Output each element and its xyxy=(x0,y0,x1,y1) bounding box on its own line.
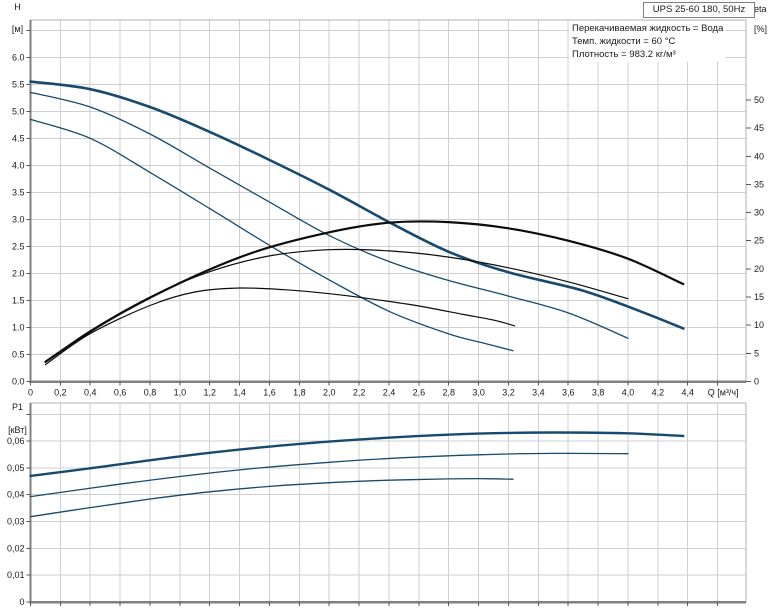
y-left-tick-label: 0,02 xyxy=(7,543,25,553)
y-left-tick-label: 1.0 xyxy=(12,322,25,332)
y-right-tick-label: 25 xyxy=(754,236,764,246)
y-left-tick-label: 5.5 xyxy=(12,79,25,89)
x-tick-label: 2,4 xyxy=(383,388,396,398)
x-tick-label: 1,2 xyxy=(203,388,216,398)
x-tick-label: 3,4 xyxy=(532,388,545,398)
y-left-tick-label: 4.5 xyxy=(12,133,25,143)
y-left-tick-label: 5.0 xyxy=(12,106,25,116)
y-left-tick-label: 0,06 xyxy=(7,436,25,446)
y-right-tick-label: 40 xyxy=(754,151,764,161)
y-right-tick-label: 0 xyxy=(754,377,759,387)
x-tick-label: 4,0 xyxy=(622,388,635,398)
y-right-axis-unit: [%] xyxy=(754,24,767,34)
y-left-axis-unit: [м] xyxy=(12,24,23,34)
curve-p1-curve-speed-2[interactable] xyxy=(29,452,629,498)
x-tick-label: 3,0 xyxy=(472,388,485,398)
y-left-tick-label: 0,01 xyxy=(7,570,25,580)
x-tick-label: 3,8 xyxy=(592,388,605,398)
y-left-tick-label: 0,03 xyxy=(7,517,25,527)
y-right-tick-label: 45 xyxy=(754,123,764,133)
x-tick-label: 0,6 xyxy=(114,388,127,398)
pump-model-title: UPS 25-60 180, 50Hz xyxy=(643,2,755,18)
y-left-tick-label: 0.5 xyxy=(12,349,25,359)
x-tick-label: 4,2 xyxy=(652,388,665,398)
x-tick-label: 4,4 xyxy=(681,388,694,398)
x-tick-label: 2,0 xyxy=(323,388,336,398)
power-chart: 0 0,01 0,02 0,03 0,04 0,05 0,06 P1 [кВт] xyxy=(7,402,747,607)
y-left-tick-label: 3.5 xyxy=(12,187,25,197)
y-left-tick-label: 0 xyxy=(19,597,24,607)
head-efficiency-chart-plot-area[interactable] xyxy=(31,20,747,382)
fluid-info-block: Перекачиваемая жидкость = Вода Темп. жид… xyxy=(569,21,727,62)
x-tick-label: 2,2 xyxy=(353,388,366,398)
x-tick-label: 2,6 xyxy=(413,388,426,398)
info-line-fluid: Перекачиваемая жидкость = Вода xyxy=(572,23,724,34)
curve-eta-curve-speed-3[interactable] xyxy=(44,220,685,363)
y-left-tick-label: 0.0 xyxy=(12,377,25,387)
y-left-axis-unit: [кВт] xyxy=(8,425,27,435)
y-right-tick-label: 5 xyxy=(754,348,759,358)
x-tick-label: 0,8 xyxy=(144,388,157,398)
x-tick-label: 3,6 xyxy=(562,388,575,398)
curve-eta-curve-speed-1[interactable] xyxy=(44,287,516,366)
y-left-tick-label: 0,04 xyxy=(7,490,25,500)
y-left-tick-label: 1.5 xyxy=(12,295,25,305)
y-right-tick-label: 35 xyxy=(754,179,764,189)
head-efficiency-chart: 0 0,2 0,4 0,6 0,8 1,0 1,2 1,4 1,6 1,8 2,0 2,2 2,4 2,6… xyxy=(12,2,767,398)
y-right-tick-label: 50 xyxy=(754,95,764,105)
x-tick-label: 0,2 xyxy=(54,388,67,398)
y-right-tick-label: 15 xyxy=(754,292,764,302)
x-tick-label: 1,6 xyxy=(263,388,276,398)
x-tick-label: 1,4 xyxy=(233,388,246,398)
y-left-tick-label: 0,05 xyxy=(7,463,25,473)
y-left-tick-label: 4.0 xyxy=(12,160,25,170)
y-left-tick-label: 6.0 xyxy=(12,52,25,62)
x-tick-label: 0,4 xyxy=(84,388,97,398)
y-left-tick-label: 2.5 xyxy=(12,241,25,251)
y-right-tick-label: 20 xyxy=(754,264,764,274)
x-tick-label: 0 xyxy=(28,388,33,398)
y-left-axis-label: P1 xyxy=(12,402,23,412)
curve-p1-curve-speed-1[interactable] xyxy=(29,477,514,518)
info-line-density: Плотность = 983.2 кг/м³ xyxy=(572,49,676,60)
y-right-tick-label: 10 xyxy=(754,320,764,330)
y-right-axis-label: eta xyxy=(754,4,767,14)
x-tick-label: 1,8 xyxy=(293,388,306,398)
x-tick-label: 2,8 xyxy=(442,388,455,398)
curve-h-q-curve-speed-1[interactable] xyxy=(29,118,514,352)
y-left-tick-label: 3.0 xyxy=(12,214,25,224)
y-right-tick-label: 30 xyxy=(754,208,764,218)
curve-eta-curve-speed-2[interactable] xyxy=(44,248,629,363)
x-tick-label: 3,2 xyxy=(502,388,515,398)
info-line-temperature: Темп. жидкости = 60 °C xyxy=(572,36,676,47)
x-axis-unit-label: Q [м³/ч] xyxy=(708,388,739,398)
y-left-tick-label: 2.0 xyxy=(12,268,25,278)
y-left-axis-label: H xyxy=(14,2,21,12)
x-tick-label: 1,0 xyxy=(174,388,187,398)
curve-h-q-curve-speed-2[interactable] xyxy=(29,91,629,339)
curve-h-q-curve-speed-3[interactable] xyxy=(29,80,685,330)
curve-p1-curve-speed-3[interactable] xyxy=(29,431,685,478)
